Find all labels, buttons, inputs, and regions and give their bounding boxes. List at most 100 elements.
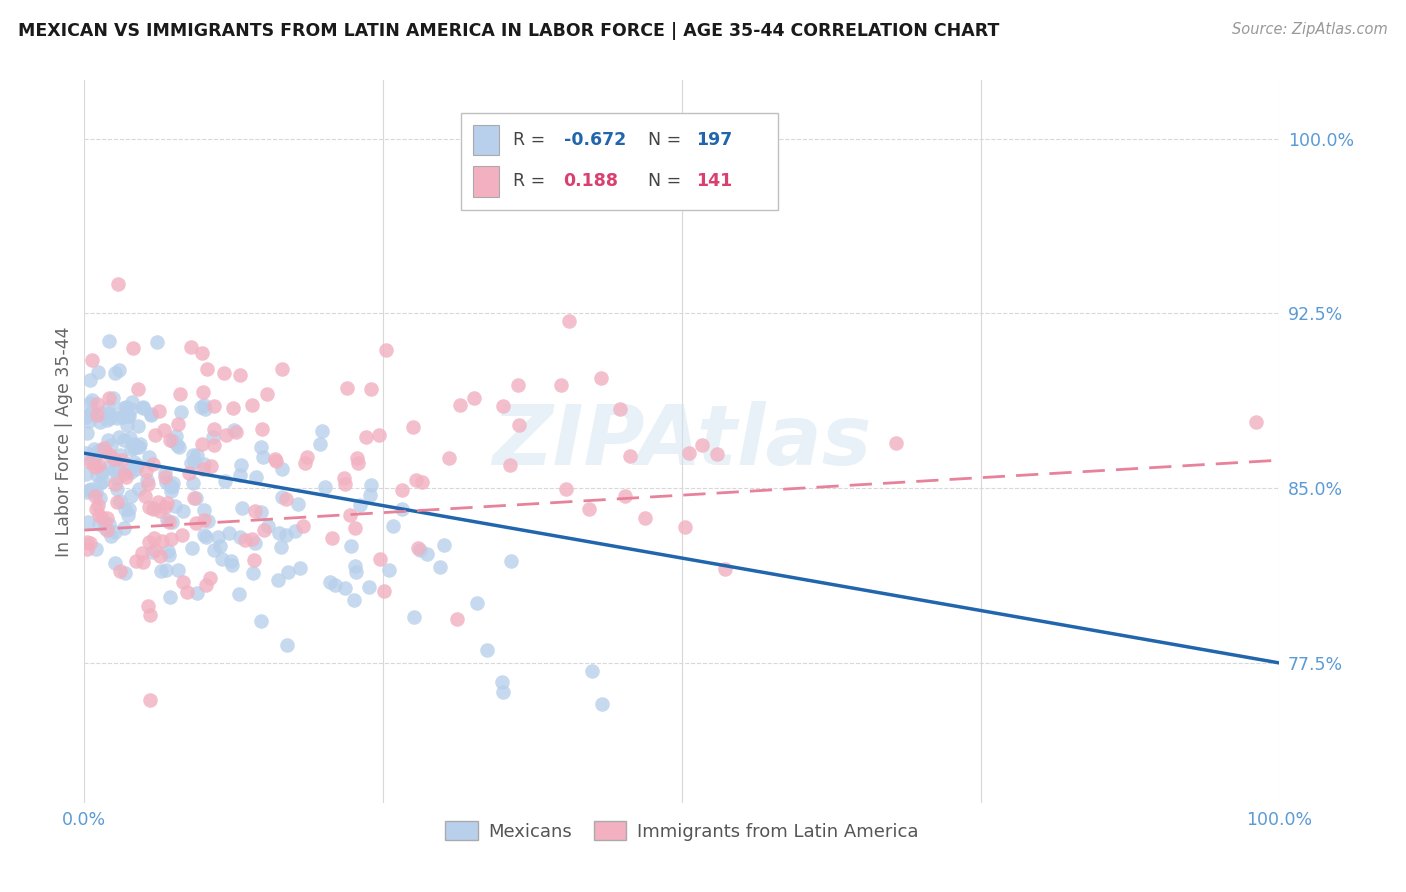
Point [149,504,172,518]
Point [96,413,118,427]
Point [314,480,336,494]
Point [343,521,366,535]
Point [713,562,735,576]
Point [98,517,121,532]
Point [465,596,488,610]
Point [87,444,110,458]
Point [120,442,142,456]
Point [264,451,287,466]
Point [76,484,98,499]
Point [75,467,97,481]
Point [229,458,252,472]
Point [143,542,166,557]
Point [75,409,97,424]
Point [82,405,104,419]
Point [614,489,637,503]
Point [159,433,181,447]
Point [79,373,101,387]
Point [87,406,110,420]
Point [153,500,176,514]
Point [157,548,180,562]
Text: 0.188: 0.188 [564,172,619,190]
Point [107,277,129,292]
Point [125,462,148,476]
Point [449,398,471,412]
Point [107,459,129,474]
Point [378,564,401,578]
Point [104,556,127,570]
Point [122,437,145,451]
Point [202,422,225,436]
Point [165,429,187,443]
Point [91,511,114,525]
Point [162,434,184,448]
Point [270,461,292,475]
Point [112,401,135,416]
Point [499,458,522,473]
Point [167,563,190,577]
Point [89,491,111,506]
Point [287,497,309,511]
Point [96,461,118,475]
Text: Source: ZipAtlas.com: Source: ZipAtlas.com [1232,22,1388,37]
Text: -0.672: -0.672 [564,131,626,149]
Point [591,697,613,711]
Text: R =: R = [513,172,551,190]
Point [581,664,603,678]
Point [120,402,142,417]
Point [886,436,908,450]
Point [690,438,713,452]
Point [195,577,218,591]
Point [167,441,190,455]
Point [270,490,292,504]
Point [153,466,176,480]
Point [108,429,131,443]
Point [104,366,127,380]
Point [91,444,114,458]
Point [132,400,155,414]
Point [97,433,120,447]
Point [195,361,218,376]
Point [288,561,311,575]
Point [382,519,405,533]
Point [159,590,181,604]
Point [139,408,162,422]
Point [103,451,125,466]
Point [149,564,172,578]
Point [138,534,160,549]
Point [111,409,134,424]
Point [93,516,115,531]
Text: N =: N = [648,131,688,149]
Point [98,334,121,348]
Point [127,439,149,453]
Point [118,463,141,477]
Point [101,392,124,406]
Point [555,482,578,496]
Point [120,431,142,445]
Point [193,513,215,527]
Point [221,558,243,572]
Point [127,458,149,473]
Point [162,475,184,490]
Point [127,418,149,433]
Point [360,477,382,491]
Point [191,462,214,476]
Point [122,455,145,469]
Point [129,437,152,451]
Point [190,400,212,414]
Point [368,552,391,566]
Point [578,502,600,516]
Point [96,511,118,525]
Point [79,455,101,469]
Point [122,441,145,455]
Text: MEXICAN VS IMMIGRANTS FROM LATIN AMERICA IN LABOR FORCE | AGE 35-44 CORRELATION : MEXICAN VS IMMIGRANTS FROM LATIN AMERICA… [18,22,1000,40]
Point [125,554,148,568]
Point [333,581,356,595]
Point [136,473,159,487]
Point [150,533,173,548]
Point [634,510,657,524]
Point [87,365,110,379]
Point [323,578,346,592]
Point [77,414,100,428]
Point [84,501,107,516]
